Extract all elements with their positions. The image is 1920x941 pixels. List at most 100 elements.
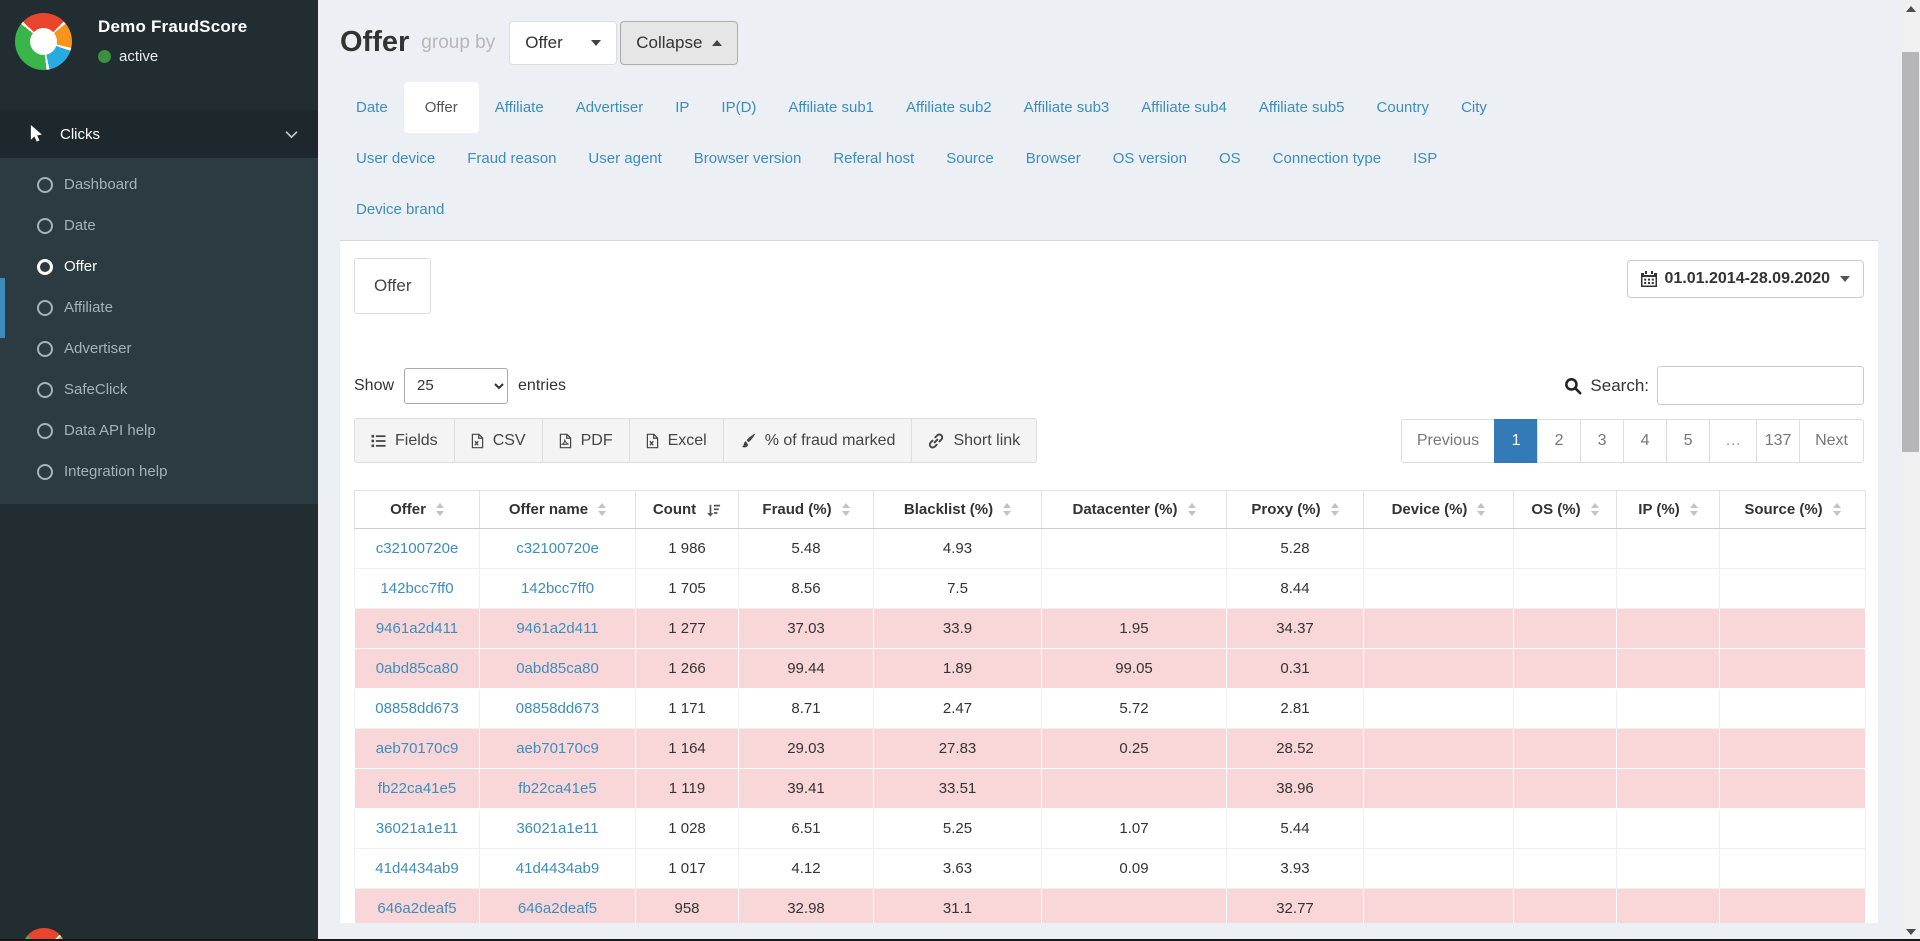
offer-link[interactable]: 08858dd673 [375,700,459,717]
fields-button[interactable]: Fields [354,418,455,463]
search-input[interactable] [1657,366,1864,405]
tab-advertiser[interactable]: Advertiser [575,99,644,116]
cell-ip [1616,528,1720,569]
offer-link[interactable]: 9461a2d411 [375,620,459,637]
tab-ip[interactable]: IP [675,99,690,116]
excel-button[interactable]: Excel [628,418,724,463]
column-header-device[interactable]: Device (%) [1363,490,1514,529]
tab-os[interactable]: OS [1218,150,1241,167]
column-header-source[interactable]: Source (%) [1719,490,1866,529]
cell-device [1363,848,1514,889]
csv-button[interactable]: CSV [453,418,543,463]
sidebar-section-clicks[interactable]: Clicks [0,110,318,158]
column-header-offer[interactable]: Offer [354,490,480,529]
sidebar-item-safeclick[interactable]: SafeClick [0,369,318,410]
offer-link[interactable]: 0abd85ca80 [516,660,599,677]
column-header-count[interactable]: Count [635,490,739,529]
sidebar-item-data-api-help[interactable]: Data API help [0,410,318,451]
tab-affiliate-sub5[interactable]: Affiliate sub5 [1258,99,1345,116]
tab-user-agent[interactable]: User agent [588,150,662,167]
tab-connection-type[interactable]: Connection type [1272,150,1382,167]
sidebar-item-dashboard[interactable]: Dashboard [0,164,318,205]
cell-offer_name: c32100720e [479,528,636,569]
sidebar-scrollbar-indicator[interactable] [0,278,5,338]
offer-link[interactable]: c32100720e [375,540,459,557]
sidebar-item-integration-help[interactable]: Integration help [0,451,318,492]
tab-user-device[interactable]: User device [356,150,436,167]
tab-isp[interactable]: ISP [1413,150,1438,167]
pagination-page-1[interactable]: 1 [1494,418,1539,463]
tab-date[interactable]: Date [356,99,388,116]
tab-city[interactable]: City [1461,99,1487,116]
cell-datacenter: 0.09 [1041,848,1227,889]
sidebar-item-offer[interactable]: Offer [0,246,318,287]
pdf-button[interactable]: PDF [541,418,630,463]
tab-affiliate-sub2[interactable]: Affiliate sub2 [906,99,992,116]
table-row: c32100720e c32100720e 1 986 5.48 4.93 5.28 [354,528,1866,569]
offer-link[interactable]: 08858dd673 [515,700,600,717]
tab-affiliate-sub1[interactable]: Affiliate sub1 [788,99,875,116]
offer-link[interactable]: 646a2deaf5 [377,900,457,917]
pagination-page-3[interactable]: 3 [1580,418,1625,463]
scroll-up-button[interactable] [1901,0,1920,18]
tab-referal-host[interactable]: Referal host [833,150,915,167]
page-size-select[interactable]: 25 [404,367,509,404]
sidebar-item-date[interactable]: Date [0,205,318,246]
scroll-down-button[interactable] [1901,923,1920,941]
pagination-next[interactable]: Next [1799,418,1864,463]
tab-os-version[interactable]: OS version [1112,150,1187,167]
tab-browser-version[interactable]: Browser version [693,150,802,167]
offer-link[interactable]: fb22ca41e5 [377,780,457,797]
offer-link[interactable]: aeb70170c9 [375,740,459,757]
column-header-proxy[interactable]: Proxy (%) [1226,490,1364,529]
sort-both-icon [598,503,607,516]
offer-link[interactable]: 142bcc7ff0 [520,580,595,597]
collapse-button[interactable]: Collapse [620,20,739,65]
column-header-datacenter[interactable]: Datacenter (%) [1041,490,1227,529]
offer-link[interactable]: 41d4434ab9 [375,860,459,877]
tab-device-brand[interactable]: Device brand [356,201,445,218]
group-by-select[interactable]: Offer [509,20,618,65]
offer-link[interactable]: 41d4434ab9 [515,860,600,877]
tab-offer[interactable]: Offer [403,82,479,133]
pagination-page-5[interactable]: 5 [1666,418,1711,463]
offer-link[interactable]: 646a2deaf5 [517,900,598,917]
pagination-page-4[interactable]: 4 [1623,418,1668,463]
pagination-previous[interactable]: Previous [1400,418,1496,463]
tab-ip-d[interactable]: IP(D) [721,99,757,116]
vertical-scrollbar[interactable] [1901,0,1920,941]
offer-link[interactable]: aeb70170c9 [516,740,599,757]
offer-link[interactable]: 142bcc7ff0 [380,580,454,597]
sidebar-item-affiliate[interactable]: Affiliate [0,287,318,328]
cell-source [1719,568,1866,609]
tab-affiliate-sub4[interactable]: Affiliate sub4 [1141,99,1227,116]
scrollbar-thumb[interactable] [1902,52,1919,452]
of-fraud-marked-button[interactable]: % of fraud marked [722,418,913,463]
column-header-fraud[interactable]: Fraud (%) [738,490,874,529]
offer-link[interactable]: fb22ca41e5 [518,780,597,797]
short-link-button[interactable]: Short link [911,418,1038,463]
column-header-blacklist[interactable]: Blacklist (%) [873,490,1042,529]
tab-fraud-reason[interactable]: Fraud reason [467,150,557,167]
cell-datacenter: 1.07 [1041,808,1227,849]
offer-link[interactable]: 0abd85ca80 [375,660,459,677]
offer-link[interactable]: c32100720e [516,540,599,557]
column-header-offer-name[interactable]: Offer name [479,490,636,529]
offer-link[interactable]: 36021a1e11 [516,820,599,837]
offer-link[interactable]: 36021a1e11 [375,820,459,837]
tab-country[interactable]: Country [1376,99,1430,116]
pagination-page-2[interactable]: 2 [1537,418,1582,463]
sidebar-item-advertiser[interactable]: Advertiser [0,328,318,369]
tab-affiliate[interactable]: Affiliate [494,99,544,116]
column-header-os[interactable]: OS (%) [1513,490,1617,529]
cell-datacenter [1041,568,1227,609]
panel-tab-offer[interactable]: Offer [354,258,432,314]
column-label: Device (%) [1391,501,1468,518]
tab-browser[interactable]: Browser [1025,150,1081,167]
offer-link[interactable]: 9461a2d411 [516,620,599,637]
pagination-page-137[interactable]: 137 [1756,418,1801,463]
daterange-button[interactable]: 01.01.2014-28.09.2020 [1626,260,1864,298]
column-header-ip[interactable]: IP (%) [1616,490,1720,529]
tab-source[interactable]: Source [946,150,994,167]
tab-affiliate-sub3[interactable]: Affiliate sub3 [1023,99,1110,116]
